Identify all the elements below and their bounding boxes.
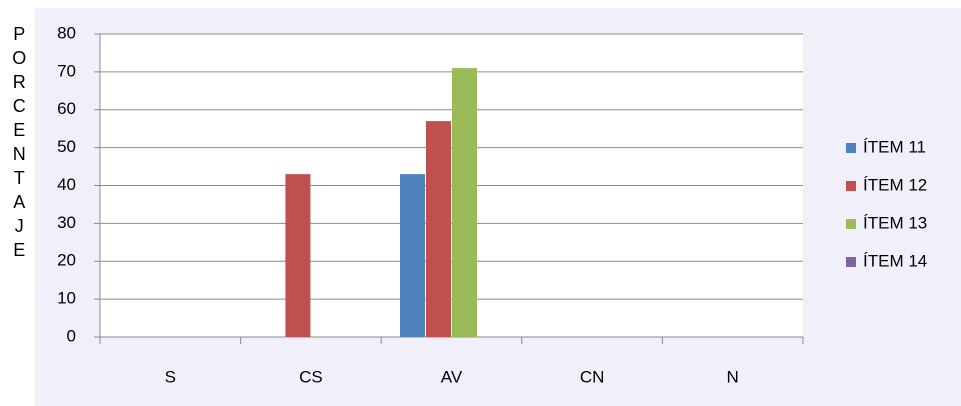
x-tick-label: AV: [441, 367, 463, 386]
y-tick-label: 10: [57, 289, 76, 308]
legend-label: ÍTEM 12: [863, 175, 927, 194]
legend-swatch: [846, 257, 856, 267]
bar: [452, 68, 477, 338]
bar: [400, 174, 425, 337]
legend-label: ÍTEM 11: [863, 137, 926, 156]
x-tick-label: CN: [580, 367, 605, 386]
legend-swatch: [846, 219, 856, 229]
bar: [426, 121, 451, 337]
x-tick-label: N: [727, 367, 739, 386]
x-tick-label: S: [165, 367, 176, 386]
y-tick-label: 40: [57, 175, 76, 194]
y-tick-label: 80: [57, 23, 76, 42]
y-tick-label: 60: [57, 99, 76, 118]
legend-swatch: [846, 181, 856, 191]
y-tick-label: 50: [57, 137, 76, 156]
x-tick-label: CS: [299, 367, 323, 386]
y-tick-label: 20: [57, 251, 76, 270]
bar: [285, 174, 311, 337]
y-tick-label: 70: [57, 61, 76, 80]
y-axis-label: PORCENTAJE: [9, 24, 29, 264]
legend-swatch: [846, 143, 856, 153]
legend-label: ÍTEM 14: [863, 251, 927, 270]
y-tick-label: 30: [57, 213, 76, 232]
legend-label: ÍTEM 13: [863, 213, 927, 232]
y-tick-label: 0: [67, 326, 76, 345]
